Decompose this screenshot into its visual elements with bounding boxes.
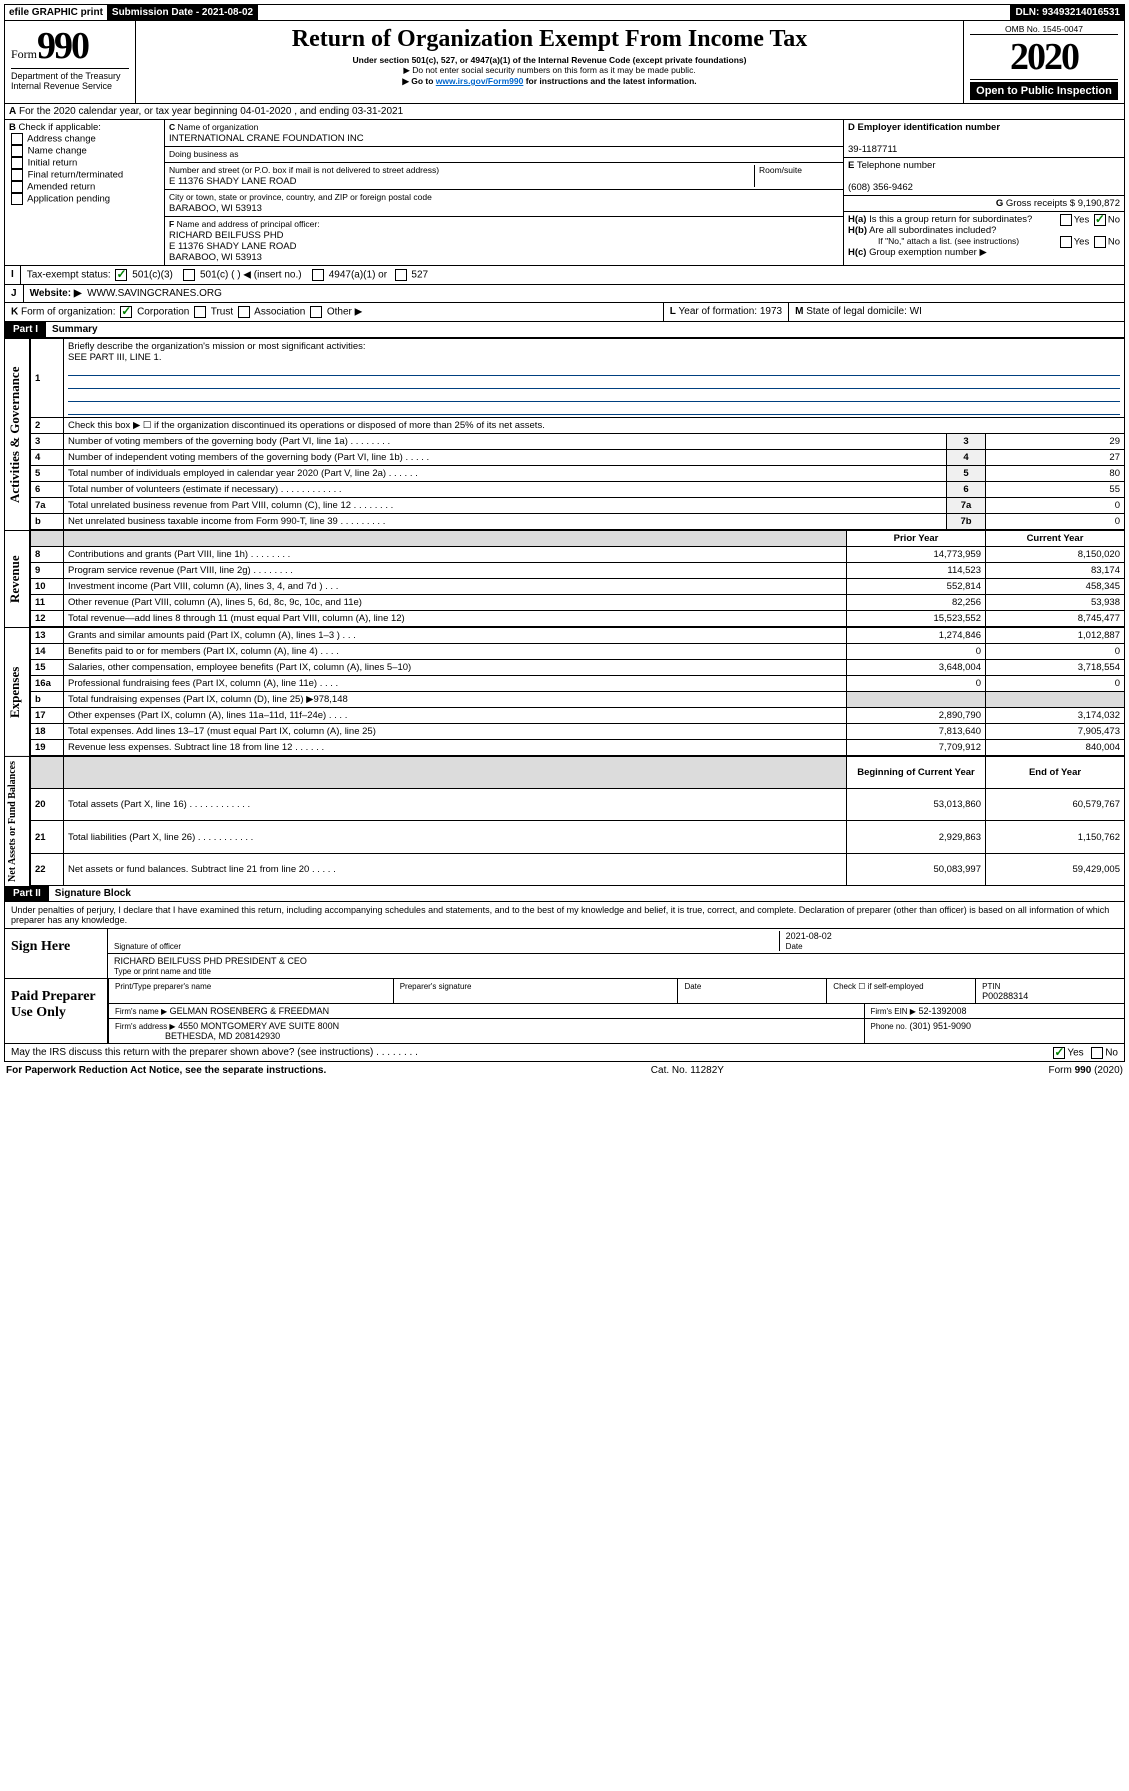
paid-preparer-label: Paid Preparer Use Only bbox=[5, 979, 107, 1043]
year-formation: 1973 bbox=[760, 306, 782, 317]
summary-net-table: Beginning of Current YearEnd of Year 20T… bbox=[30, 756, 1125, 886]
row-form-org: K Form of organization: Corporation Trus… bbox=[4, 303, 1125, 322]
check-assoc[interactable] bbox=[238, 306, 250, 318]
omb-number: OMB No. 1545-0047 bbox=[970, 24, 1118, 34]
dept-treasury: Department of the Treasury Internal Reve… bbox=[11, 68, 129, 91]
check-4947[interactable] bbox=[312, 269, 324, 281]
irs-link[interactable]: www.irs.gov/Form990 bbox=[436, 76, 524, 86]
table-row: 14Benefits paid to or for members (Part … bbox=[31, 644, 1125, 660]
vlabel-expenses: Expenses bbox=[4, 627, 30, 756]
form-header: Form990 Department of the Treasury Inter… bbox=[4, 21, 1125, 104]
check-app-pending[interactable] bbox=[11, 193, 23, 205]
table-row: bTotal fundraising expenses (Part IX, co… bbox=[31, 692, 1125, 708]
topbar: efile GRAPHIC print Submission Date - 20… bbox=[4, 4, 1125, 21]
form-subtitle: Under section 501(c), 527, or 4947(a)(1)… bbox=[142, 55, 957, 65]
table-row: 17Other expenses (Part IX, column (A), l… bbox=[31, 708, 1125, 724]
form-number: Form990 bbox=[11, 24, 129, 68]
sig-date: 2021-08-02 bbox=[786, 931, 832, 941]
table-row: 7aTotal unrelated business revenue from … bbox=[31, 498, 1125, 514]
officer-name: RICHARD BEILFUSS PHD bbox=[169, 230, 284, 241]
row-website: J Website: ▶ WWW.SAVINGCRANES.ORG bbox=[4, 285, 1125, 303]
gross-receipts: 9,190,872 bbox=[1078, 198, 1120, 209]
check-final-return[interactable] bbox=[11, 169, 23, 181]
discuss-yes[interactable] bbox=[1053, 1047, 1065, 1059]
table-row: 12Total revenue—add lines 8 through 11 (… bbox=[31, 611, 1125, 627]
table-row: 13Grants and similar amounts paid (Part … bbox=[31, 628, 1125, 644]
summary-revenue-table: Prior YearCurrent Year 8Contributions an… bbox=[30, 530, 1125, 627]
form-title: Return of Organization Exempt From Incom… bbox=[142, 26, 957, 53]
row-tax-exempt: I Tax-exempt status: 501(c)(3) 501(c) ( … bbox=[4, 266, 1125, 285]
table-row: 6Total number of volunteers (estimate if… bbox=[31, 482, 1125, 498]
firm-addr1: 4550 MONTGOMERY AVE SUITE 800N bbox=[178, 1021, 339, 1031]
table-row: 4Number of independent voting members of… bbox=[31, 450, 1125, 466]
entity-info-grid: B Check if applicable: Address change Na… bbox=[4, 120, 1125, 266]
table-row: 10Investment income (Part VIII, column (… bbox=[31, 579, 1125, 595]
officer-name-title: RICHARD BEILFUSS PHD PRESIDENT & CEO bbox=[114, 956, 307, 966]
check-address-change[interactable] bbox=[11, 133, 23, 145]
dln: DLN: 93493214016531 bbox=[1011, 5, 1124, 20]
table-row: 9Program service revenue (Part VIII, lin… bbox=[31, 563, 1125, 579]
signature-block: Under penalties of perjury, I declare th… bbox=[4, 902, 1125, 1044]
table-row: 5Total number of individuals employed in… bbox=[31, 466, 1125, 482]
table-row: 3Number of voting members of the governi… bbox=[31, 434, 1125, 450]
form-ref: Form 990 (2020) bbox=[1049, 1065, 1123, 1076]
section-a-tax-year: A For the 2020 calendar year, or tax yea… bbox=[4, 104, 1125, 120]
table-row: bNet unrelated business taxable income f… bbox=[31, 514, 1125, 530]
part1-header: Part I Summary bbox=[4, 322, 1125, 338]
discuss-row: May the IRS discuss this return with the… bbox=[4, 1044, 1125, 1062]
form-note-link: ▶ Go to www.irs.gov/Form990 for instruct… bbox=[142, 76, 957, 87]
check-527[interactable] bbox=[395, 269, 407, 281]
table-row: 21Total liabilities (Part X, line 26) . … bbox=[31, 821, 1125, 853]
org-name: INTERNATIONAL CRANE FOUNDATION INC bbox=[169, 133, 364, 144]
ptin: P00288314 bbox=[982, 991, 1028, 1001]
hb-no[interactable] bbox=[1094, 236, 1106, 248]
ha-no[interactable] bbox=[1094, 214, 1106, 226]
ha-yes[interactable] bbox=[1060, 214, 1072, 226]
check-501c3[interactable] bbox=[115, 269, 127, 281]
part2-header: Part II Signature Block bbox=[4, 886, 1125, 902]
check-other[interactable] bbox=[310, 306, 322, 318]
firm-phone: (301) 951-9090 bbox=[910, 1021, 972, 1031]
table-row: 18Total expenses. Add lines 13–17 (must … bbox=[31, 724, 1125, 740]
open-to-public: Open to Public Inspection bbox=[970, 82, 1118, 100]
org-city: BARABOO, WI 53913 bbox=[169, 203, 262, 214]
vlabel-governance: Activities & Governance bbox=[4, 338, 30, 530]
vlabel-net-assets: Net Assets or Fund Balances bbox=[4, 756, 30, 886]
table-row: 15Salaries, other compensation, employee… bbox=[31, 660, 1125, 676]
discuss-no[interactable] bbox=[1091, 1047, 1103, 1059]
state-domicile: WI bbox=[910, 306, 922, 317]
tax-year: 2020 bbox=[970, 34, 1118, 80]
efile-print-button[interactable]: efile GRAPHIC print bbox=[5, 5, 108, 20]
check-initial-return[interactable] bbox=[11, 157, 23, 169]
vlabel-revenue: Revenue bbox=[4, 530, 30, 627]
summary-expenses-table: 13Grants and similar amounts paid (Part … bbox=[30, 627, 1125, 756]
check-name-change[interactable] bbox=[11, 145, 23, 157]
ein: 39-1187711 bbox=[848, 144, 897, 155]
firm-name: GELMAN ROSENBERG & FREEDMAN bbox=[170, 1006, 330, 1016]
sign-here-label: Sign Here bbox=[5, 929, 107, 978]
table-row: 8Contributions and grants (Part VIII, li… bbox=[31, 547, 1125, 563]
table-row: 20Total assets (Part X, line 16) . . . .… bbox=[31, 789, 1125, 821]
submission-date: Submission Date - 2021-08-02 bbox=[108, 5, 258, 20]
phone: (608) 356-9462 bbox=[848, 182, 913, 193]
check-501c[interactable] bbox=[183, 269, 195, 281]
page-footer: For Paperwork Reduction Act Notice, see … bbox=[4, 1062, 1125, 1079]
hb-yes[interactable] bbox=[1060, 236, 1072, 248]
org-address: E 11376 SHADY LANE ROAD bbox=[169, 176, 296, 187]
table-row: 11Other revenue (Part VIII, column (A), … bbox=[31, 595, 1125, 611]
check-corp[interactable] bbox=[120, 306, 132, 318]
firm-ein: 52-1392008 bbox=[918, 1006, 966, 1016]
website-url: WWW.SAVINGCRANES.ORG bbox=[87, 288, 222, 299]
mission-text: SEE PART III, LINE 1. bbox=[68, 352, 161, 363]
table-row: 16aProfessional fundraising fees (Part I… bbox=[31, 676, 1125, 692]
check-amended[interactable] bbox=[11, 181, 23, 193]
table-row: 22Net assets or fund balances. Subtract … bbox=[31, 853, 1125, 885]
perjury-declaration: Under penalties of perjury, I declare th… bbox=[5, 902, 1124, 929]
form-note-ssn: ▶ Do not enter social security numbers o… bbox=[142, 65, 957, 76]
table-row: 19Revenue less expenses. Subtract line 1… bbox=[31, 740, 1125, 756]
check-trust[interactable] bbox=[194, 306, 206, 318]
summary-governance-table: 1 Briefly describe the organization's mi… bbox=[30, 338, 1125, 530]
